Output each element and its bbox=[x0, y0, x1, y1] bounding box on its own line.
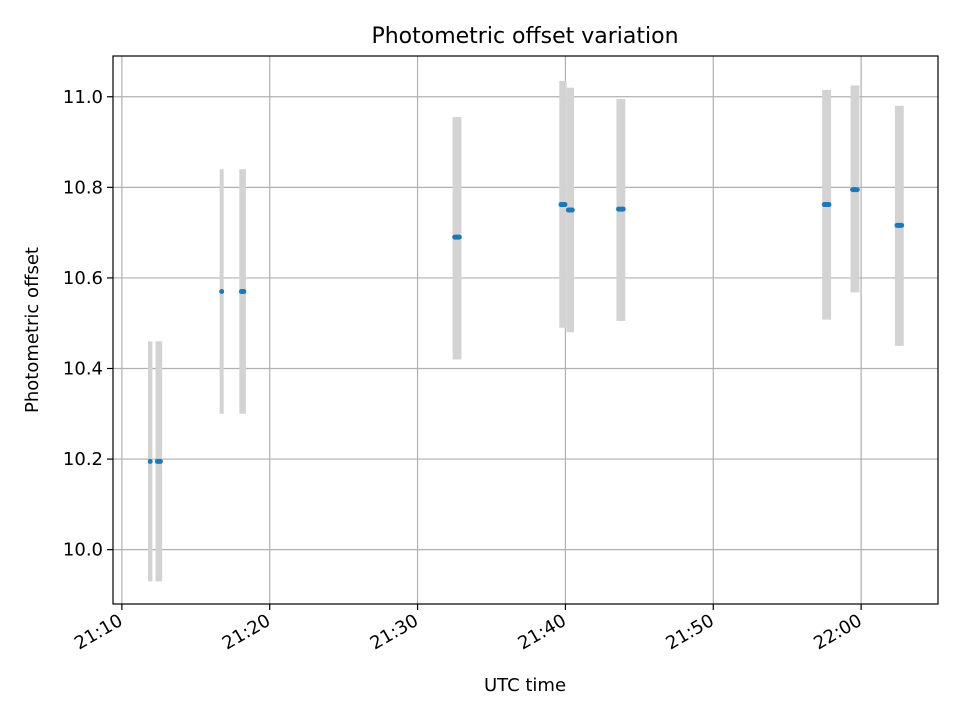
data-point bbox=[154, 458, 163, 464]
data-point bbox=[238, 289, 247, 295]
chart-title: Photometric offset variation bbox=[371, 24, 678, 49]
x-axis-label: UTC time bbox=[484, 675, 566, 696]
data-point bbox=[850, 187, 860, 193]
y-tick-label: 10.4 bbox=[63, 358, 103, 379]
data-points bbox=[147, 187, 905, 464]
data-point bbox=[219, 289, 225, 295]
plot-frame bbox=[112, 55, 939, 605]
data-point bbox=[894, 222, 905, 228]
y-tick-label: 11.0 bbox=[63, 87, 103, 108]
y-tick-label: 10.8 bbox=[63, 177, 103, 198]
y-axis: 10.0 10.2 10.4 10.6 10.8 11.0 bbox=[63, 87, 113, 561]
data-point bbox=[147, 458, 153, 464]
data-point bbox=[565, 207, 575, 213]
data-point bbox=[452, 234, 462, 240]
y-tick-label: 10.0 bbox=[63, 540, 103, 561]
data-point bbox=[821, 202, 832, 208]
y-tick-label: 10.6 bbox=[63, 268, 103, 289]
y-tick-label: 10.2 bbox=[63, 449, 103, 470]
grid bbox=[113, 56, 938, 604]
y-axis-label: Photometric offset bbox=[22, 247, 43, 413]
data-point bbox=[616, 206, 626, 212]
data-point bbox=[558, 202, 568, 208]
